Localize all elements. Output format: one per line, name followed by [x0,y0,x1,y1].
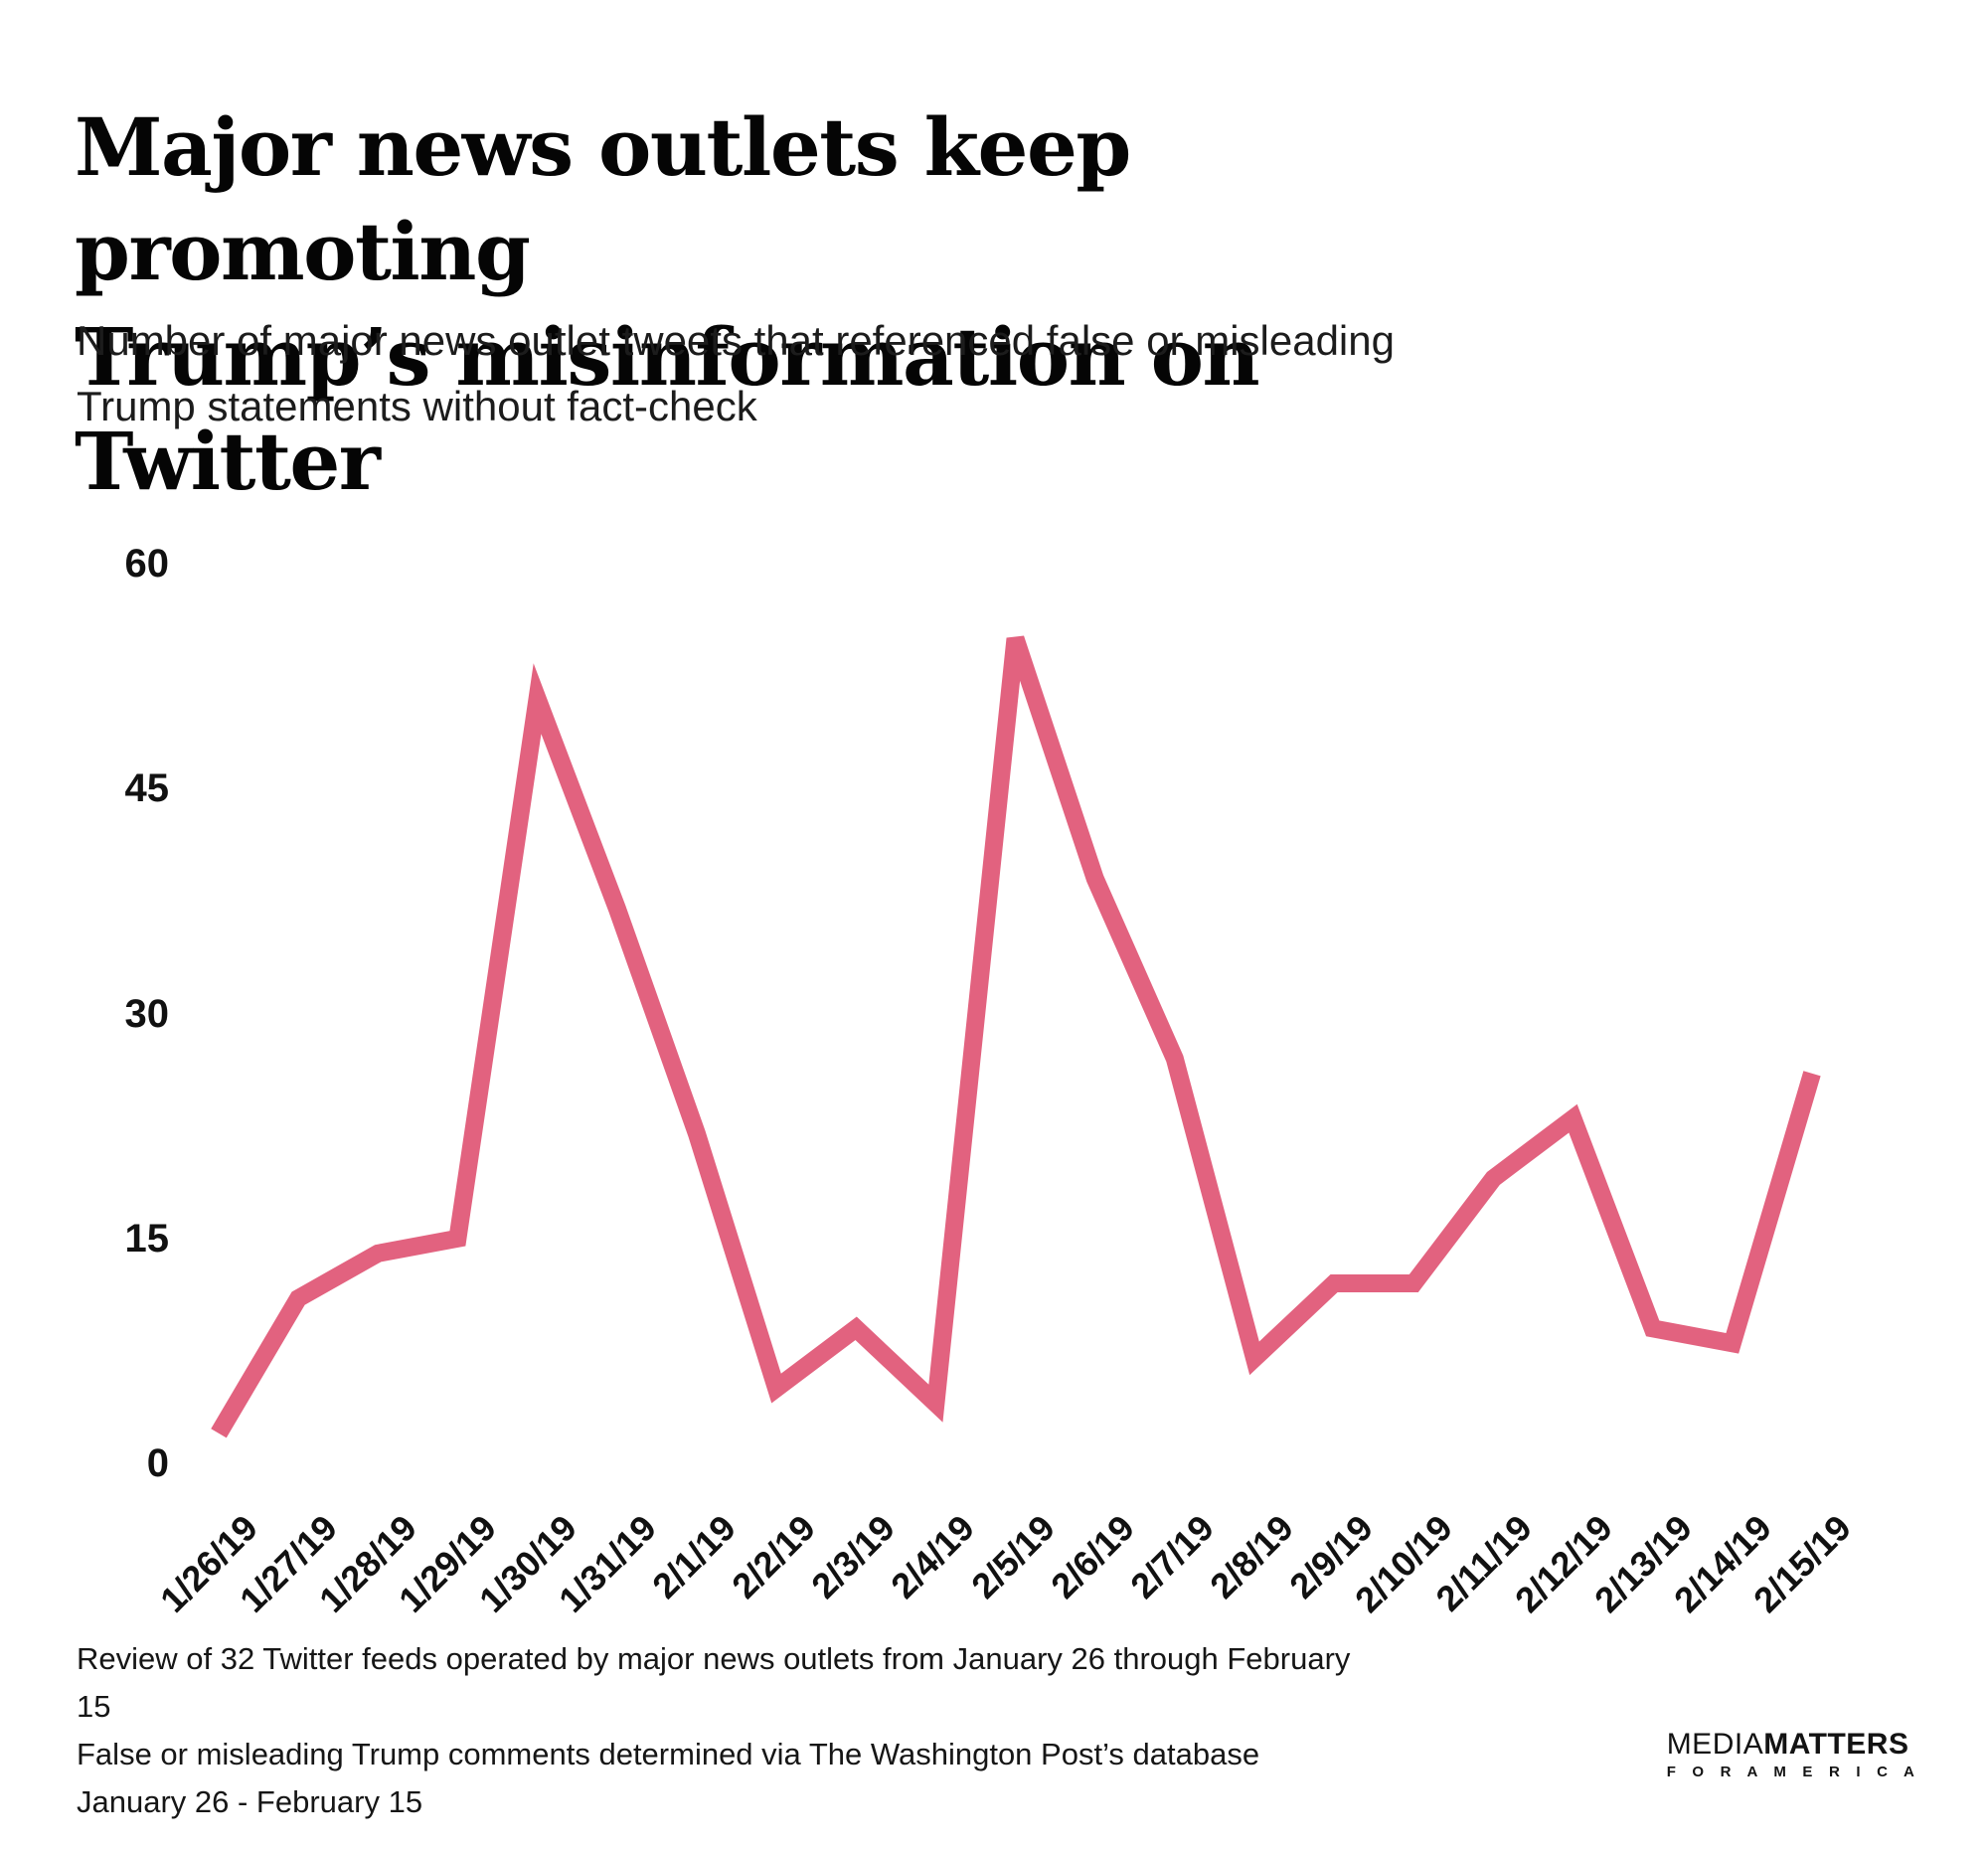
media-matters-logo: MEDIAMATTERS F O R A M E R I C A [1667,1728,1920,1780]
page-title-line2: Trump’s misinformation on Twitter [75,309,1260,509]
footer-notes: Review of 32 Twitter feeds operated by m… [77,1635,1369,1826]
logo-media-text: MEDIA [1666,1728,1764,1761]
y-axis-tick-label: 30 [124,991,170,1036]
y-axis-tick-label: 0 [146,1441,169,1485]
page-title-line1: Major news outlets keep promoting [75,99,1131,299]
logo-tagline: F O R A M E R I C A [1666,1764,1920,1780]
y-axis-tick-label: 60 [124,542,170,586]
media-matters-logo-wordmark: MEDIAMATTERS [1667,1728,1920,1761]
footer-note-daterange: January 26 - February 15 [77,1784,423,1820]
footer-note-methodology: Review of 32 Twitter feeds operated by m… [77,1641,1351,1725]
data-line-series [211,635,1821,1438]
y-axis-tick-label: 45 [124,766,170,811]
y-axis-tick-label: 15 [124,1216,170,1261]
chart-subtitle: Number of major news outlet tweets that … [77,317,1395,429]
page-title: Major news outlets keep promoting Trump’… [75,95,1566,515]
footer-note-source: False or misleading Trump comments deter… [77,1737,1260,1772]
logo-matters-text: MATTERS [1763,1728,1909,1761]
